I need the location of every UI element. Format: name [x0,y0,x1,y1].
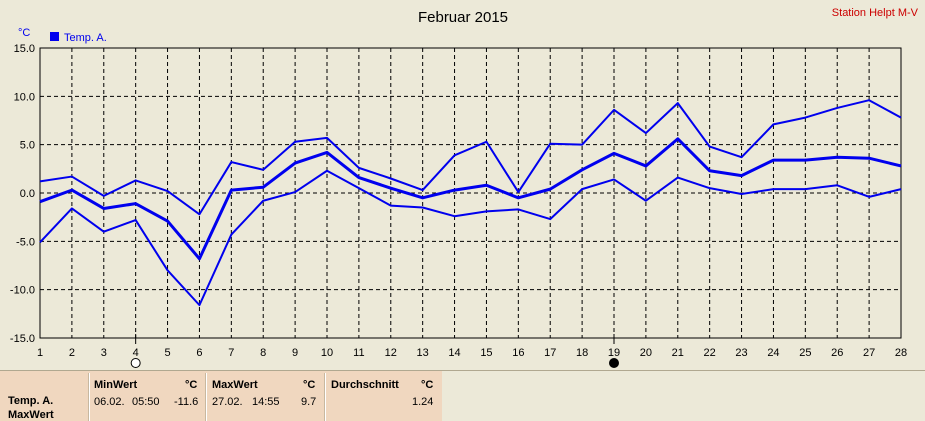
x-tick-label: 5 [164,347,170,359]
marker-layer [130,334,619,368]
x-tick-label: 10 [321,347,333,359]
temperature-chart: Februar 2015 Station Helpt M-V °C Temp. … [10,7,919,368]
series-line [39,99,902,216]
axis-layer: 15.010.05.00.0-5.0-10.0-15.01 2 3 4 5 6 7 8 9 10 1… [10,43,907,359]
x-tick-label: 22 [704,347,716,359]
stats-panel: Temp. A. MaxWert MinWert °C 06.02. 05:50… [0,370,925,421]
x-tick-label: 13 [417,347,429,359]
x-tick-label: 11 [353,347,364,359]
x-tick-label: 26 [831,347,843,359]
max-header: MaxWert [212,379,258,391]
max-date: 27.02. [212,396,243,408]
series-layer [39,99,902,307]
x-tick-label: 6 [196,347,202,359]
stats-separator [88,373,90,421]
x-tick-label: 17 [544,347,556,359]
x-tick-label: 4 [133,347,139,359]
x-tick-label: 25 [799,347,811,359]
stats-separator [324,373,326,421]
max-value: 9.7 [301,396,317,408]
legend-swatch [50,32,59,41]
x-tick-label: 14 [448,347,460,359]
avg-header: Durchschnitt [331,379,399,391]
x-tick-label: 20 [640,347,652,359]
x-tick-label: 3 [101,347,107,359]
y-tick-label: 15.0 [14,43,35,55]
avg-unit: °C [421,379,434,391]
max-time: 14:55 [252,396,280,408]
x-tick-label: 9 [292,347,298,359]
y-unit-label: °C [18,27,30,39]
x-tick-label: 16 [512,347,524,359]
station-label: Station Helpt M-V [832,7,919,19]
stats-row-label: Temp. A. [8,395,54,407]
open-circle-icon [130,358,141,368]
x-tick-label: 18 [576,347,588,359]
x-tick-label: 7 [228,347,234,359]
y-tick-label: 10.0 [14,91,35,103]
x-tick-label: 15 [480,347,492,359]
x-tick-label: 27 [863,347,875,359]
filled-circle-icon [609,358,619,368]
plot-frame [39,47,902,339]
x-tick-label: 1 [37,347,43,359]
chart-title: Februar 2015 [418,9,508,26]
x-tick-label: 28 [895,347,907,359]
min-value: -11.6 [174,396,199,408]
x-tick-label: 19 [608,347,620,359]
min-header: MinWert [94,379,138,391]
stats-separator [205,373,207,421]
x-tick-label: 2 [69,347,75,359]
stats-background [0,371,442,421]
y-tick-label: -15.0 [10,333,35,345]
stats-row-label-2: MaxWert [8,409,54,421]
x-tick-label: 23 [735,347,747,359]
avg-value: 1.24 [412,396,434,408]
y-tick-label: 5.0 [20,140,35,152]
min-time: 05:50 [132,396,160,408]
max-unit: °C [303,379,316,391]
y-tick-label: 0.0 [20,188,35,200]
legend-label: Temp. A. [64,32,107,44]
x-tick-label: 8 [260,347,266,359]
y-tick-label: -10.0 [10,285,35,297]
grid-layer [39,47,902,339]
min-date: 06.02. [94,396,125,408]
x-tick-label: 24 [767,347,779,359]
y-tick-label: -5.0 [16,236,35,248]
x-tick-label: 12 [385,347,397,359]
series-line [39,169,902,307]
x-tick-label: 21 [672,347,684,359]
min-unit: °C [185,379,198,391]
series-line [39,137,902,261]
